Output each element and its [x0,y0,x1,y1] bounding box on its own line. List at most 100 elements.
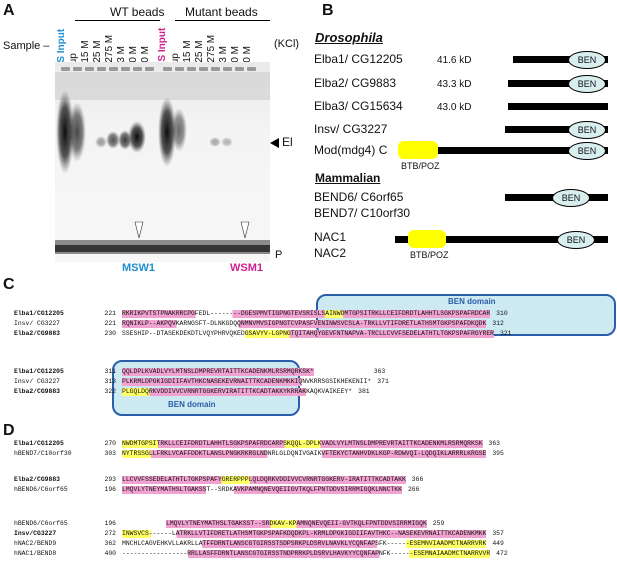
wt-beads-bracket [75,20,160,21]
protein-name: NAC1 [314,230,347,244]
seq-text: RQNIKLP--AKPQVKARNGSFT-DLNKGDQQNMNVMVSIG… [122,320,487,328]
wt-beads-header: WT beads [110,5,165,19]
alignment-row: Elba1/CG12205 221 RKRIKPVTSTPNAKRRCPGFED… [14,310,516,318]
protein-mass: 43.3 kD [437,79,472,90]
protein-name: Elba1/ CG12205 [314,52,403,66]
seq-start: 400 [104,550,116,557]
protein-bar [405,147,608,154]
seq-start: 272 [104,530,116,537]
alignment-row: hBEND6/C6orf65 196 LMQVLYTNEYMATHSLTGAKS… [14,486,428,494]
ben-domain: BEN [568,51,606,69]
btb-poz-label: BTB/POZ [410,250,449,260]
alignment-row: hNAC1/BEND8 400 -----------------RRLLASF… [14,550,516,558]
protein-mass: 43.0 kD [437,102,472,113]
seq-end: 366 [411,476,424,483]
ben-domain: BEN [568,142,606,160]
alignment-row: Elba2/CG9883 230 SSESHIP--DTASEKDEKDTLVQ… [14,330,520,338]
btb-poz-domain [398,141,438,159]
seq-end: 363 [488,440,501,447]
kcl-label: (KCl) [274,38,300,50]
seq-start: 293 [104,476,116,483]
seq-end: 310 [496,310,508,317]
seq-name: hBEND6/C6orf65 [14,486,68,493]
seq-end: 381 [358,388,370,395]
seq-text: NWDMTGPSITRKLLCEIFDRDTLAHHTLSGKPSPAFRDCA… [122,440,483,448]
protein-bar [508,103,608,110]
sample-label: Sample – [3,40,50,52]
seq-text: LMQVLYTNEYMATHSLTGAKSST--SRDKAVKPAMNQNEV… [122,486,402,494]
seq-end: 395 [492,450,504,457]
seq-start: 196 [104,520,116,527]
alignment-row: Insv/ CG3227 221 RQNIKLP--AKPQVKARNGSFT-… [14,320,512,328]
ben-domain-label: BEN domain [168,400,216,409]
el-label: El [282,135,293,149]
seq-start: 362 [104,540,116,547]
ben-domain: BEN [568,75,606,93]
seq-name: hNAC1/BEND8 [14,550,57,557]
seq-text: SSESHIP--DTASEKDEKDTLVQYPHRVQKEDGSAVYV-L… [122,330,494,338]
seq-text: QQLDPLKVADLVYLMTNSLDMPREVRTAITTKCADENKML… [122,368,314,376]
panel-b-label: B [322,2,334,19]
alignment-row: Elba1/CG12205 311 QQLDPLKVADLVYLMTNSLDMP… [14,368,394,376]
alignment-row: Insv/ CG3227 313 PLKRMLDPGKIGDIIFAVTHKCN… [14,378,397,386]
panel-a-label: A [3,2,15,19]
mutant-beads-bracket [175,20,270,21]
wsm1-label: WSM1 [230,262,263,274]
seq-text: -----------------RRLLASFFDRNTLANSCGTGIRS… [122,550,491,558]
ben-domain: BEN [568,121,606,139]
btb-poz-domain [408,230,446,248]
seq-end: 321 [500,330,512,337]
seq-name: Elba2/CG9883 [14,388,61,395]
alignment-row: hNAC2/BEND9 362 MNCHLCAGVEHKVLLAKRLLATFF… [14,540,512,548]
seq-text: INWSVCS------LATRKLLVTIFDRETLATHSMTGKPSP… [122,530,487,538]
panel-c-label: C [3,276,15,293]
seq-end: 449 [492,540,504,547]
gel-image [55,62,270,262]
alignment-row: Elba2/CG9883 293 LLCVVFSSEDELATHTLTGKPSP… [14,476,432,484]
protein-bar [505,126,608,133]
el-arrow-icon [270,138,279,148]
seq-name: hBEND6/C6orf65 [14,520,68,527]
seq-start: 230 [104,330,116,337]
seq-text: RKRIKPVTSTPNAKRRCPGFEDL--------DGESPMVTI… [122,310,491,318]
seq-name: Elba1/CG12205 [14,368,64,375]
protein-bar [508,80,608,87]
protein-mass: 41.6 kD [437,55,472,66]
seq-end: 266 [407,486,420,493]
protein-name: Elba3/ CG15634 [314,99,403,113]
seq-end: 472 [496,550,508,557]
seq-name: hBEND7/C10orf30 [14,450,72,457]
alignment-row: hBEND7/C10orf30 303 NYTRSSGLLFRKLVCAFFDD… [14,450,512,458]
mutant-beads-header: Mutant beads [185,5,258,19]
protein-name: BEND7/ C10orf30 [314,206,411,220]
seq-text: LMQVLYTNEYMATHSLTGAKSST--SRDKAV-KPAMNQNE… [166,520,427,528]
protein-name: Elba2/ CG9883 [314,76,397,90]
p-label: P [275,249,283,261]
panel-d-label: D [3,422,15,439]
seq-start: 221 [104,320,116,327]
seq-end: 357 [492,530,504,537]
seq-name: hNAC2/BEND9 [14,540,57,547]
seq-start: 313 [104,378,116,385]
seq-end: 259 [432,520,445,527]
seq-text: PLKRMLDPGKIGDIIFAVTHKCNASEKEVRNAITTKCADE… [122,378,372,386]
seq-name: Elba2/CG9883 [14,330,61,337]
msw1-label: MSW1 [122,262,155,274]
alignment-row: Insv/CG3227 272 INWSVCS------LATRKLLVTIF… [14,530,512,538]
seq-end: 363 [373,368,386,375]
btb-poz-label: BTB/POZ [401,161,440,171]
seq-text: MNCHLCAGVEHKVLLAKRLLATFFDRNTLANSCGTGIRSS… [122,540,487,548]
seq-text: PLGQLDQRKVDDIVVCVRNRTGGKERVIRATITTKCADTA… [122,388,353,396]
protein-name: NAC2 [314,246,347,260]
seq-end: 371 [377,378,389,385]
seq-start: 322 [104,388,116,395]
seq-start: 196 [104,486,116,493]
ben-domain-label: BEN domain [448,297,496,306]
seq-end: 312 [492,320,504,327]
protein-bar [513,56,608,63]
seq-text: NYTRSSGLLFRKLVCAFFDDKTLANSLPNGKRKRGLNDNR… [122,450,487,458]
protein-name: Insv/ CG3227 [314,122,388,136]
seq-name: Elba1/CG12205 [14,310,64,317]
alignment-row: Elba1/CG12205 270 NWDMTGPSITRKLLCEIFDRDT… [14,440,509,448]
seq-name: Insv/ CG3227 [14,320,61,327]
